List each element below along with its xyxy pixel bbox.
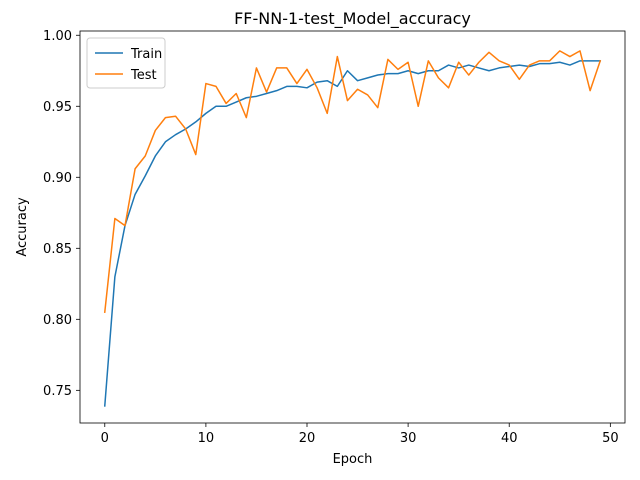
y-axis-label: Accuracy (15, 197, 30, 257)
x-tick-label: 0 (101, 431, 109, 446)
x-tick-label: 10 (198, 431, 215, 446)
legend: Train Test (86, 37, 166, 89)
x-axis: 0 10 20 30 40 50 (101, 423, 619, 446)
y-tick-label: 0.75 (43, 384, 72, 399)
series-line-train (103, 60, 601, 407)
plot-frame (79, 30, 626, 424)
plot-area (103, 50, 602, 407)
chart-title: FF-NN-1-test_Model_accuracy (234, 9, 471, 29)
y-tick-label: 0.95 (43, 100, 72, 115)
y-axis: 0.75 0.80 0.85 0.90 0.95 1.00 (43, 29, 80, 399)
legend-box (86, 37, 166, 89)
x-axis-label: Epoch (333, 452, 373, 467)
legend-label-test: Test (130, 68, 157, 83)
y-tick-label: 0.80 (43, 313, 72, 328)
y-tick-label: 0.90 (43, 171, 72, 186)
x-tick-label: 30 (400, 431, 417, 446)
y-tick-label: 1.00 (43, 29, 72, 44)
x-tick-label: 50 (602, 431, 619, 446)
series-line-test (103, 50, 602, 314)
x-tick-label: 40 (501, 431, 518, 446)
y-tick-label: 0.85 (43, 242, 72, 257)
x-tick-label: 20 (299, 431, 316, 446)
legend-label-train: Train (130, 47, 162, 62)
